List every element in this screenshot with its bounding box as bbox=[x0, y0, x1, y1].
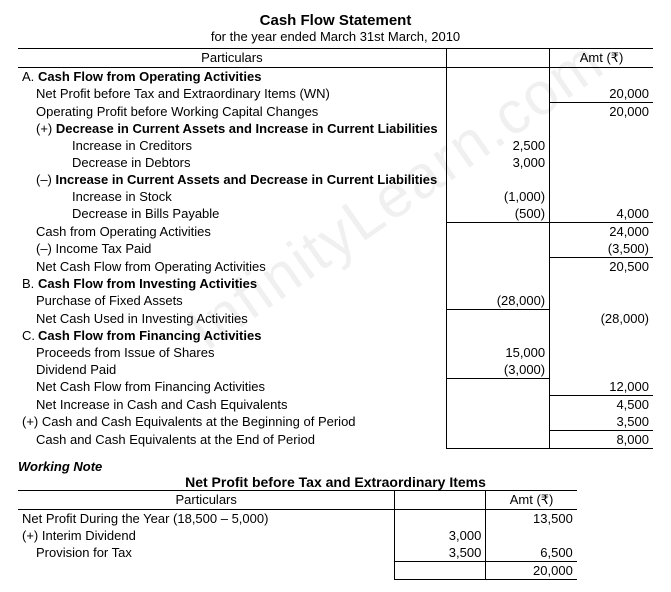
section-c-label: Cash Flow from Financing Activities bbox=[38, 328, 261, 343]
cash-flow-table: Particulars Amt (₹) A.Cash Flow from Ope… bbox=[18, 48, 653, 449]
plus-item-1-sub: 3,000 bbox=[446, 154, 549, 171]
cash-ops-amt: 24,000 bbox=[550, 223, 653, 241]
col-sub bbox=[446, 49, 549, 68]
wn-col-particulars: Particulars bbox=[18, 491, 395, 510]
op-profit-amt: 20,000 bbox=[550, 103, 653, 121]
statement-subtitle: for the year ended March 31st March, 201… bbox=[18, 29, 653, 44]
purchase-label: Purchase of Fixed Assets bbox=[18, 292, 446, 310]
proceeds-sub: 15,000 bbox=[446, 344, 549, 361]
end-label: Cash and Cash Equivalents at the End of … bbox=[18, 431, 446, 449]
wn-prov-label: Provision for Tax bbox=[18, 544, 395, 562]
section-a-label: Cash Flow from Operating Activities bbox=[38, 69, 261, 84]
purchase-sub: (28,000) bbox=[446, 292, 549, 310]
minus-item-1-sub: (500) bbox=[446, 205, 549, 223]
working-note-title: Working Note bbox=[18, 459, 653, 474]
wn-np-label: Net Profit During the Year (18,500 – 5,0… bbox=[18, 510, 395, 528]
wn-interim-sub: 3,000 bbox=[395, 527, 486, 544]
net-inc-label: Net Increase in Cash and Cash Equivalent… bbox=[18, 396, 446, 414]
wn-np-amt: 13,500 bbox=[486, 510, 577, 528]
section-b-label: Cash Flow from Investing Activities bbox=[38, 276, 257, 291]
net-profit-amt: 20,000 bbox=[550, 85, 653, 103]
statement-title: Cash Flow Statement bbox=[18, 12, 653, 29]
working-note-table: Particulars Amt (₹) Net Profit During th… bbox=[18, 490, 577, 580]
net-inv-amt: (28,000) bbox=[550, 310, 653, 327]
plus-item-0-sub: 2,500 bbox=[446, 137, 549, 154]
end-amt: 8,000 bbox=[550, 431, 653, 449]
net-ops-amt: 20,500 bbox=[550, 258, 653, 276]
minus-item-1-amt: 4,000 bbox=[550, 205, 653, 223]
col-amt: Amt (₹) bbox=[550, 49, 653, 68]
plus-hdr: Decrease in Current Assets and Increase … bbox=[56, 121, 438, 136]
tax-amt: (3,500) bbox=[550, 240, 653, 258]
begin-amt: 3,500 bbox=[550, 413, 653, 431]
wn-prov-amt: 6,500 bbox=[486, 544, 577, 562]
net-inc-amt: 4,500 bbox=[550, 396, 653, 414]
proceeds-label: Proceeds from Issue of Shares bbox=[18, 344, 446, 361]
net-profit-label: Net Profit before Tax and Extraordinary … bbox=[18, 85, 446, 103]
div-label: Dividend Paid bbox=[18, 361, 446, 379]
plus-item-0-label: Increase in Creditors bbox=[18, 137, 446, 154]
tax-label: Income Tax Paid bbox=[56, 241, 152, 256]
minus-item-0-sub: (1,000) bbox=[446, 188, 549, 205]
begin-label: Cash and Cash Equivalents at the Beginni… bbox=[42, 414, 356, 429]
net-fin-label: Net Cash Flow from Financing Activities bbox=[18, 378, 446, 396]
minus-item-1-label: Decrease in Bills Payable bbox=[18, 205, 446, 223]
op-profit-label: Operating Profit before Working Capital … bbox=[18, 103, 446, 121]
net-inv-label: Net Cash Used in Investing Activities bbox=[18, 310, 446, 327]
div-sub: (3,000) bbox=[446, 361, 549, 379]
plus-item-1-label: Decrease in Debtors bbox=[18, 154, 446, 171]
wn-prov-sub: 3,500 bbox=[395, 544, 486, 562]
wn-total: 20,000 bbox=[486, 562, 577, 580]
wn-col-amt: Amt (₹) bbox=[486, 491, 577, 510]
net-ops-label: Net Cash Flow from Operating Activities bbox=[18, 258, 446, 276]
net-fin-amt: 12,000 bbox=[550, 378, 653, 396]
minus-hdr: Increase in Current Assets and Decrease … bbox=[56, 172, 438, 187]
cash-ops-label: Cash from Operating Activities bbox=[18, 223, 446, 241]
minus-item-0-label: Increase in Stock bbox=[18, 188, 446, 205]
working-note-heading: Net Profit before Tax and Extraordinary … bbox=[18, 474, 653, 490]
wn-interim-label: Interim Dividend bbox=[42, 528, 136, 543]
col-particulars: Particulars bbox=[18, 49, 446, 68]
